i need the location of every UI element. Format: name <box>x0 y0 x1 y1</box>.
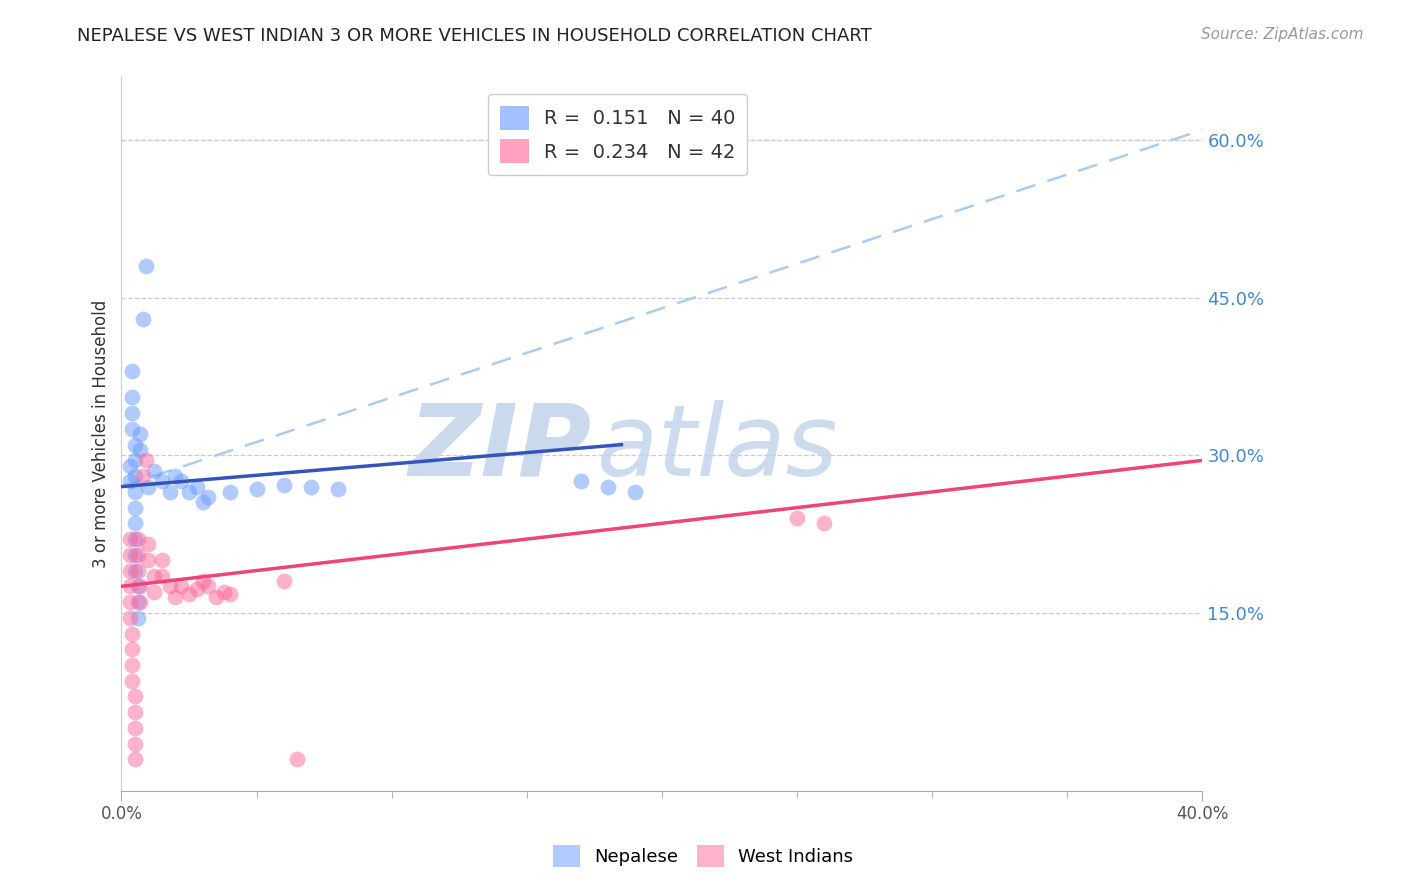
Point <box>129 595 152 609</box>
Point <box>121 658 143 673</box>
Point <box>121 673 143 688</box>
Point <box>124 516 146 531</box>
Point <box>186 480 208 494</box>
Point <box>132 469 155 483</box>
Text: ZIP: ZIP <box>409 400 592 497</box>
Point <box>786 511 808 525</box>
Point <box>273 477 295 491</box>
Point <box>121 406 143 420</box>
Point <box>124 564 146 578</box>
Point <box>121 642 143 657</box>
Point <box>165 469 187 483</box>
Point <box>197 579 219 593</box>
Point <box>127 611 149 625</box>
Point <box>118 595 141 609</box>
Point <box>624 484 647 499</box>
Point <box>124 437 146 451</box>
Point <box>124 500 146 515</box>
Point <box>118 532 141 546</box>
Point <box>273 574 295 588</box>
Legend: Nepalese, West Indians: Nepalese, West Indians <box>546 838 860 874</box>
Text: atlas: atlas <box>598 400 839 497</box>
Point <box>135 260 157 274</box>
Point <box>212 584 235 599</box>
Point <box>285 752 308 766</box>
Legend: R =  0.151   N = 40, R =  0.234   N = 42: R = 0.151 N = 40, R = 0.234 N = 42 <box>488 95 748 175</box>
Point <box>118 475 141 489</box>
Point <box>142 464 165 478</box>
Point <box>132 311 155 326</box>
Point <box>127 579 149 593</box>
Point <box>150 475 173 489</box>
Point <box>124 752 146 766</box>
Point <box>150 553 173 567</box>
Point <box>186 582 208 597</box>
Point <box>135 453 157 467</box>
Point <box>124 737 146 751</box>
Point <box>245 482 267 496</box>
Point <box>124 548 146 562</box>
Point <box>218 587 240 601</box>
Point <box>138 537 160 551</box>
Point <box>170 579 193 593</box>
Point <box>159 484 181 499</box>
Point <box>129 579 152 593</box>
Point <box>118 611 141 625</box>
Point <box>218 484 240 499</box>
Point <box>124 690 146 704</box>
Point <box>159 579 181 593</box>
Text: Source: ZipAtlas.com: Source: ZipAtlas.com <box>1201 27 1364 42</box>
Y-axis label: 3 or more Vehicles in Household: 3 or more Vehicles in Household <box>93 300 110 568</box>
Point <box>127 595 149 609</box>
Point <box>191 574 214 588</box>
Point <box>813 516 835 531</box>
Point <box>191 495 214 509</box>
Point <box>118 548 141 562</box>
Point <box>138 480 160 494</box>
Point <box>124 532 146 546</box>
Point <box>177 587 200 601</box>
Point <box>142 584 165 599</box>
Point <box>142 569 165 583</box>
Point <box>124 453 146 467</box>
Point <box>596 480 619 494</box>
Point <box>124 469 146 483</box>
Point <box>124 721 146 735</box>
Point <box>165 590 187 604</box>
Point <box>121 422 143 436</box>
Point <box>569 475 592 489</box>
Point <box>205 590 228 604</box>
Point <box>118 564 141 578</box>
Point <box>326 482 349 496</box>
Point <box>127 548 149 562</box>
Point <box>170 475 193 489</box>
Text: NEPALESE VS WEST INDIAN 3 OR MORE VEHICLES IN HOUSEHOLD CORRELATION CHART: NEPALESE VS WEST INDIAN 3 OR MORE VEHICL… <box>77 27 872 45</box>
Point <box>124 705 146 719</box>
Point <box>150 569 173 583</box>
Point <box>129 427 152 442</box>
Point <box>129 442 152 457</box>
Point <box>127 532 149 546</box>
Point <box>118 458 141 473</box>
Point <box>127 564 149 578</box>
Point <box>197 490 219 504</box>
Point <box>124 484 146 499</box>
Point <box>118 579 141 593</box>
Point <box>121 626 143 640</box>
Point <box>138 553 160 567</box>
Point <box>177 484 200 499</box>
Point <box>121 364 143 378</box>
Point <box>121 391 143 405</box>
Point <box>299 480 322 494</box>
